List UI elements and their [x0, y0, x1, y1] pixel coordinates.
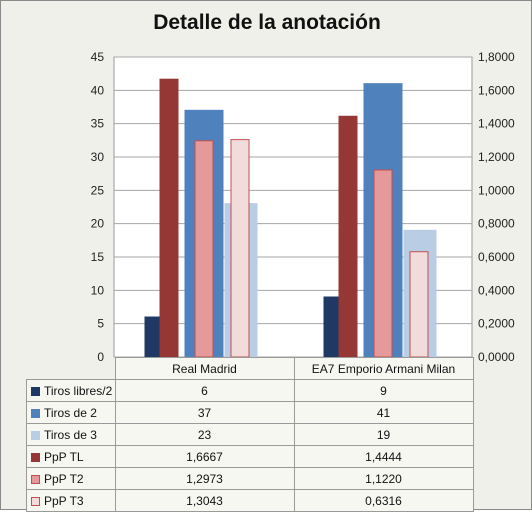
y-left-tick-label: 30	[91, 150, 105, 164]
table-row: Tiros de 2 37 41	[26, 401, 474, 424]
legend-key-icon	[31, 496, 40, 506]
legend-key-icon	[31, 452, 40, 462]
legend-key-icon	[31, 408, 40, 418]
chart-title: Detalle de la anotación	[153, 11, 381, 34]
y-left-tick-label: 40	[91, 83, 105, 97]
y-right-tick-label: 1,8000	[478, 50, 515, 64]
data-label: 1,2973	[114, 467, 295, 490]
data-label: 37	[114, 401, 295, 424]
table-row: Tiros libres/2 6 9	[26, 379, 474, 402]
category-label: Real Madrid	[114, 357, 295, 380]
legend-key-icon	[31, 474, 40, 484]
y-right-tick-label: 0,8000	[478, 217, 515, 231]
data-label: 1,6667	[114, 445, 295, 468]
bar-ppp-tl	[159, 78, 179, 358]
data-table: Real Madrid EA7 Emporio Armani Milan Tiros…	[26, 357, 474, 512]
y-axis-right: 0,0000 0,2000 0,4000 0,6000 0,8000 1,0000 1,20…	[478, 50, 515, 364]
data-label: 19	[293, 423, 474, 446]
table-row: PpP T2 1,2973 1,1220	[26, 467, 474, 490]
data-label: 0,6316	[293, 489, 474, 512]
legend-entry: Tiros de 3	[26, 423, 116, 446]
y-left-tick-label: 0	[97, 350, 104, 364]
table-corner	[26, 357, 116, 380]
y-left-tick-label: 10	[91, 283, 105, 297]
y-right-tick-label: 0,4000	[478, 283, 515, 297]
legend-entry: PpP T2	[26, 467, 116, 490]
series-name: PpP TL	[44, 449, 84, 464]
y-left-tick-label: 20	[91, 217, 105, 231]
bar-ppp-t2	[194, 140, 214, 358]
y-right-tick-label: 0,6000	[478, 250, 515, 264]
data-label: 1,4444	[293, 445, 474, 468]
table-row: PpP TL 1,6667 1,4444	[26, 445, 474, 468]
table-header-row: Real Madrid EA7 Emporio Armani Milan	[26, 357, 474, 380]
y-right-tick-label: 1,4000	[478, 117, 515, 131]
y-left-tick-label: 35	[91, 117, 105, 131]
y-right-tick-label: 1,6000	[478, 83, 515, 97]
y-left-tick-label: 45	[91, 50, 105, 64]
table-row: Tiros de 3 23 19	[26, 423, 474, 446]
data-label: 1,1220	[293, 467, 474, 490]
y-right-tick-label: 0,2000	[478, 317, 515, 331]
legend-entry: Tiros libres/2	[26, 379, 116, 402]
data-label: 9	[293, 379, 474, 402]
bars	[144, 78, 437, 358]
data-label: 23	[114, 423, 295, 446]
legend-entry: Tiros de 2	[26, 401, 116, 424]
y-left-tick-label: 15	[91, 250, 105, 264]
data-label: 1,3043	[114, 489, 295, 512]
series-name: PpP T3	[44, 493, 84, 508]
bar-ppp-t2	[373, 169, 393, 358]
legend-key-icon	[31, 430, 40, 440]
data-label: 41	[293, 401, 474, 424]
y-right-tick-label: 1,0000	[478, 183, 515, 197]
series-name: PpP T2	[44, 471, 84, 486]
bar-ppp-t3	[409, 251, 429, 358]
bar-ppp-t3	[230, 139, 250, 358]
y-right-tick-label: 0,0000	[478, 350, 515, 364]
data-label: 6	[114, 379, 295, 402]
y-left-tick-label: 25	[91, 183, 105, 197]
series-name: Tiros de 3	[44, 427, 97, 442]
bar-ppp-tl	[338, 115, 358, 358]
y-right-tick-label: 1,2000	[478, 150, 515, 164]
y-left-tick-label: 5	[97, 317, 104, 331]
category-label: EA7 Emporio Armani Milan	[293, 357, 474, 380]
table-row: PpP T3 1,3043 0,6316	[26, 489, 474, 512]
legend-entry: PpP T3	[26, 489, 116, 512]
series-name: Tiros de 2	[44, 405, 97, 420]
legend-key-icon	[31, 386, 40, 396]
legend-entry: PpP TL	[26, 445, 116, 468]
series-name: Tiros libres/2	[44, 383, 113, 398]
y-axis-left: 0 5 10 15 20 25 30 35 40 45	[91, 50, 105, 364]
